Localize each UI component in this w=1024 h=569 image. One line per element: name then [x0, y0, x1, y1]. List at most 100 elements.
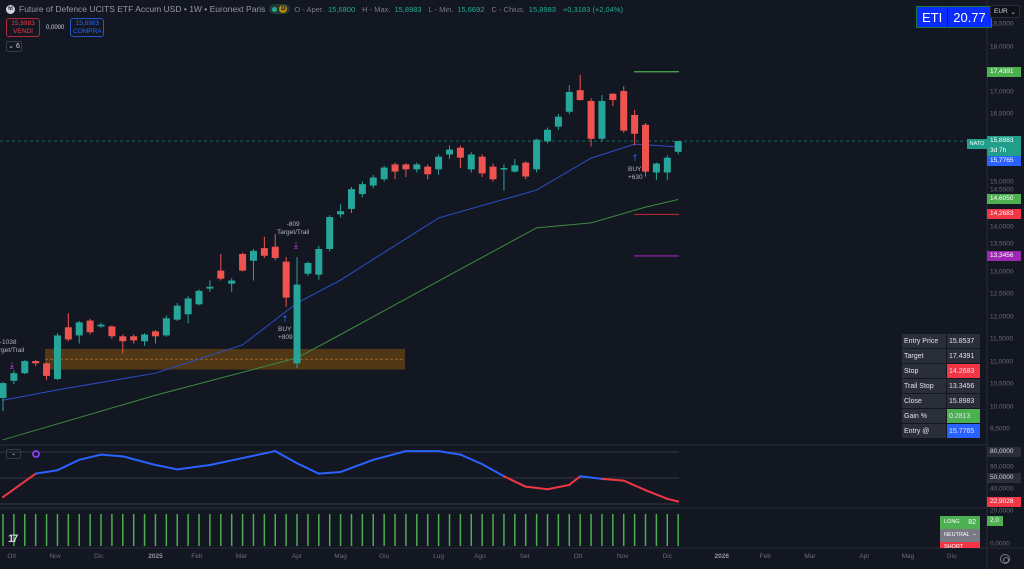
oscillator-line-segment	[2, 472, 37, 499]
oscillator-line-segment	[34, 469, 59, 475]
market-status[interactable]: D	[269, 4, 291, 14]
candle-body	[380, 167, 388, 180]
candle-body	[663, 157, 671, 173]
annotation-label: Target/Trail	[0, 347, 25, 354]
candle-body	[260, 248, 268, 256]
indicators-toggle[interactable]: ⌄ 6	[6, 41, 22, 52]
price-tag-ma_slow: 14,6050	[987, 194, 1021, 205]
oscillator-line-segment	[208, 457, 244, 467]
candle-body	[97, 324, 105, 327]
time-axis-label: Mar	[804, 553, 816, 560]
candle-body	[141, 334, 149, 342]
buy-button[interactable]: 15,8983 COMPRA	[70, 18, 105, 37]
time-axis-label: Giu	[946, 553, 957, 560]
currency-select[interactable]: EUR ⌄	[990, 5, 1020, 18]
price-axis-label: 13,5000	[990, 240, 1014, 248]
candle-body	[642, 124, 650, 172]
oscillator-line-segment	[56, 458, 81, 472]
stats-value: 15.8983	[947, 394, 980, 408]
annotation-value: +630	[628, 174, 643, 181]
stats-label: Target	[902, 349, 946, 363]
low-label: L - Min.	[428, 4, 454, 14]
oscillator-line-segment	[339, 458, 375, 473]
buy-arrow-icon: ↑	[631, 154, 639, 164]
stats-value: 17.4391	[947, 349, 980, 363]
chevron-down-icon: ⌄	[1010, 9, 1016, 16]
candle-body	[43, 363, 51, 376]
currency-value: EUR	[994, 8, 1008, 15]
candle-body	[424, 166, 432, 175]
price-tag-entry: 15,7765	[987, 155, 1021, 166]
open-value: 15,6800	[328, 4, 356, 14]
annotation-buy-1: BUY +809	[278, 326, 293, 342]
stats-value: 15.8537	[947, 334, 980, 348]
sell-button[interactable]: 15,8983 VENDI	[6, 18, 40, 37]
stats-label: Close	[902, 394, 946, 408]
oscillator-collapse-button[interactable]: ⌄	[6, 449, 21, 459]
candle-body	[108, 326, 116, 337]
oscillator-line-segment	[622, 479, 647, 492]
candle-body	[249, 250, 257, 261]
close-label: C - Chius.	[491, 4, 525, 14]
annotation-label: BUY	[628, 166, 642, 173]
buy-label: COMPRA	[73, 28, 102, 35]
low-value: 15,6692	[457, 4, 485, 14]
time-axis-label: 2026	[714, 553, 729, 560]
candle-body	[228, 280, 236, 284]
tradingview-logo-icon[interactable]: 17	[8, 533, 18, 545]
price-axis[interactable]: 18,5000 18,0000 17,0000 16,5000 15,0000 14,50…	[987, 0, 1024, 445]
annotation-value: -1038	[0, 339, 17, 346]
oscillator-line-segment	[317, 470, 342, 475]
annotation-value: -809	[286, 221, 300, 228]
stats-label: Gain %	[902, 409, 946, 423]
price-axis-label: 11,0000	[990, 358, 1014, 365]
candle-body	[151, 331, 159, 337]
price-axis-label: 16,5000	[990, 110, 1014, 118]
candle-body	[271, 246, 279, 258]
price-tag-trail: 13,3456	[987, 250, 1021, 261]
candle-body	[478, 156, 486, 174]
time-axis-label: Lug	[433, 553, 445, 560]
symbol-title[interactable]: Future of Defence UCITS ETF Accum USD • …	[19, 4, 266, 14]
buy-arrow-icon: ↑	[281, 315, 289, 325]
signal-long-value: 82	[968, 519, 976, 526]
oscillator-line-segment	[502, 475, 527, 488]
annotation-buy-2: BUY +630	[628, 166, 643, 182]
price-axis-label: 17,0000	[990, 88, 1014, 95]
high-value: 15,8983	[394, 4, 422, 14]
oscillator-indicator-icon[interactable]	[32, 450, 40, 458]
stats-label: Trail Stop	[902, 379, 946, 393]
oscillator-line-segment	[579, 475, 603, 480]
oscillator-line-segment	[644, 489, 669, 500]
signal-long-label: LONG	[944, 519, 960, 525]
sell-price: 15,8983	[11, 20, 35, 27]
stats-value: 0.2813	[947, 409, 980, 423]
time-axis-label: Feb	[191, 553, 203, 560]
trade-panel: 15,8983 VENDI 0,0000 15,8983 COMPRA	[6, 18, 105, 37]
signal-short-label: SHORT	[944, 544, 964, 548]
price-tag-target: 17,4391	[987, 66, 1021, 77]
stats-row: Entry @15.7765	[902, 424, 980, 438]
time-axis-label: Dic	[94, 553, 104, 560]
candle-body	[674, 141, 682, 152]
signal-short: SHORT	[940, 542, 980, 548]
signal-neutral: NEUTRAL –	[940, 529, 980, 542]
trade-stats-table: Entry Price 15.8537 Target 17.4391 Stop 14.26…	[901, 333, 981, 439]
oscillator-line-segment	[666, 497, 680, 503]
market-open-dot-icon	[272, 6, 278, 12]
time-axis-label: Feb	[759, 553, 771, 560]
candle-body	[130, 336, 138, 341]
oscillator-line-segment	[600, 477, 625, 482]
price-axis-label: 10,5000	[990, 380, 1014, 388]
indicators-count: 6	[15, 43, 20, 50]
candle-body	[304, 262, 312, 274]
candle-body	[173, 305, 181, 320]
candle-body	[435, 156, 443, 170]
candle-body	[631, 114, 639, 134]
oscillator-line-segment	[100, 453, 124, 458]
candle-body	[293, 284, 301, 364]
price-tag-countdown: 3d 7h	[987, 146, 1021, 157]
candle-body	[533, 139, 541, 170]
settings-icon[interactable]	[1000, 554, 1010, 564]
